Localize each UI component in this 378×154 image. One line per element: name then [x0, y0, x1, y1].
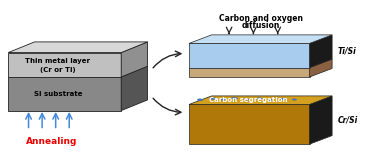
- Ellipse shape: [209, 97, 215, 99]
- Ellipse shape: [244, 99, 249, 100]
- Text: Ti/Si: Ti/Si: [338, 47, 356, 56]
- Text: (Cr or Ti): (Cr or Ti): [40, 67, 76, 73]
- Text: Carbon segregation: Carbon segregation: [209, 97, 288, 103]
- Ellipse shape: [268, 99, 272, 101]
- Polygon shape: [189, 104, 310, 144]
- Ellipse shape: [280, 98, 286, 100]
- Polygon shape: [189, 35, 332, 43]
- Ellipse shape: [221, 99, 226, 100]
- Polygon shape: [189, 43, 310, 68]
- Text: Cr/Si: Cr/Si: [338, 116, 358, 125]
- Polygon shape: [189, 96, 332, 104]
- Polygon shape: [310, 59, 332, 77]
- Text: Thin metal layer: Thin metal layer: [25, 58, 90, 64]
- Polygon shape: [121, 42, 147, 77]
- Polygon shape: [310, 35, 332, 68]
- Ellipse shape: [231, 97, 237, 99]
- Ellipse shape: [257, 98, 262, 99]
- Polygon shape: [121, 66, 147, 111]
- Text: Carbon and oxygen: Carbon and oxygen: [218, 14, 302, 23]
- Polygon shape: [8, 77, 121, 111]
- Polygon shape: [8, 53, 121, 77]
- Text: Annealing: Annealing: [25, 136, 77, 146]
- Ellipse shape: [292, 99, 296, 100]
- Ellipse shape: [197, 99, 203, 101]
- Text: Si substrate: Si substrate: [34, 91, 82, 97]
- Polygon shape: [189, 68, 310, 77]
- Polygon shape: [8, 42, 147, 53]
- Polygon shape: [310, 96, 332, 144]
- Text: diffusion: diffusion: [242, 21, 280, 30]
